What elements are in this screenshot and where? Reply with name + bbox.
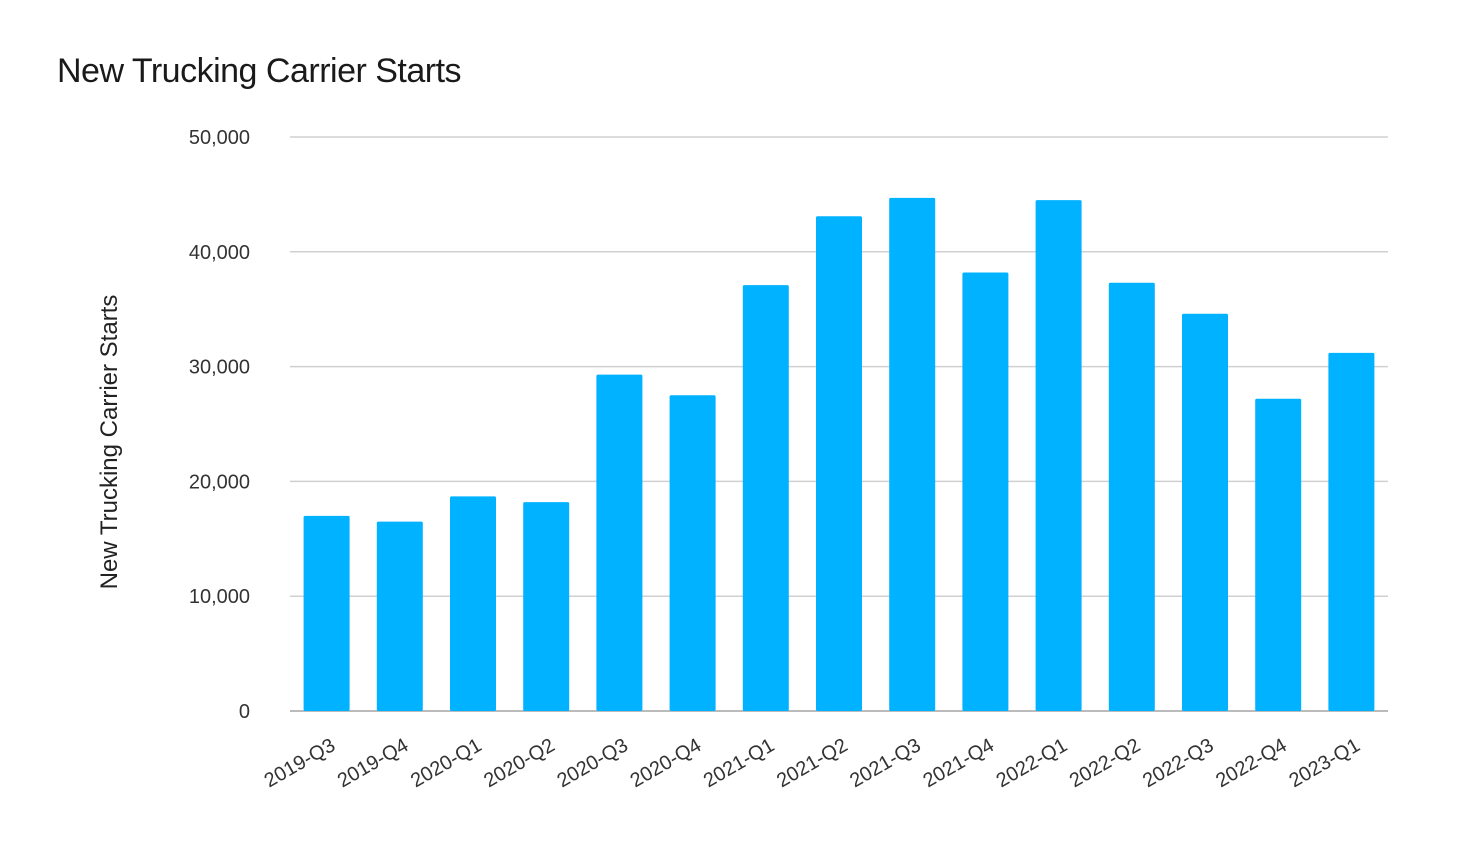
x-tick-label: 2022-Q4	[1212, 734, 1290, 792]
x-tick-label: 2022-Q2	[1066, 734, 1144, 792]
y-tick-label: 30,000	[189, 357, 250, 379]
x-tick-label: 2019-Q4	[334, 734, 412, 792]
bar	[669, 395, 716, 711]
x-tick-label: 2021-Q2	[773, 734, 851, 792]
bar	[303, 515, 350, 711]
x-tick-label: 2020-Q2	[480, 734, 558, 792]
y-tick-label: 10,000	[189, 586, 250, 608]
bar	[1108, 282, 1155, 711]
bar	[889, 197, 936, 711]
x-tick-label: 2022-Q1	[993, 734, 1071, 792]
x-tick-label: 2019-Q3	[261, 734, 339, 792]
x-tick-label: 2021-Q1	[700, 734, 778, 792]
chart-title: New Trucking Carrier Starts	[57, 52, 462, 90]
bar	[1035, 200, 1082, 711]
x-tick-label: 2022-Q3	[1139, 734, 1217, 792]
y-axis-label: New Trucking Carrier Starts	[96, 295, 123, 590]
bar	[816, 216, 862, 711]
y-tick-label: 20,000	[189, 471, 250, 493]
x-tick-label: 2021-Q3	[846, 734, 924, 792]
bar	[1182, 313, 1228, 711]
x-tick-label: 2020-Q4	[627, 734, 705, 792]
bar	[962, 272, 1009, 711]
bar	[376, 521, 423, 711]
bar	[596, 374, 643, 711]
bar	[1328, 352, 1375, 711]
x-tick-label: 2023-Q1	[1285, 734, 1363, 792]
bar	[450, 496, 496, 711]
bar	[742, 285, 789, 711]
bar	[523, 502, 570, 711]
bar	[1255, 398, 1302, 711]
y-tick-label: 50,000	[189, 127, 250, 149]
y-tick-label: 0	[239, 701, 250, 723]
x-tick-label: 2021-Q4	[919, 734, 997, 792]
x-tick-label: 2020-Q1	[407, 734, 485, 792]
y-tick-label: 40,000	[189, 242, 250, 264]
x-tick-label: 2020-Q3	[553, 734, 631, 792]
